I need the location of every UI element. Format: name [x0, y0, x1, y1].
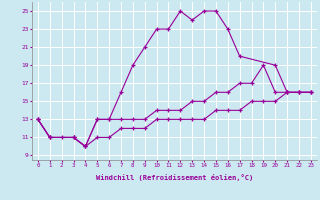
X-axis label: Windchill (Refroidissement éolien,°C): Windchill (Refroidissement éolien,°C) — [96, 174, 253, 181]
